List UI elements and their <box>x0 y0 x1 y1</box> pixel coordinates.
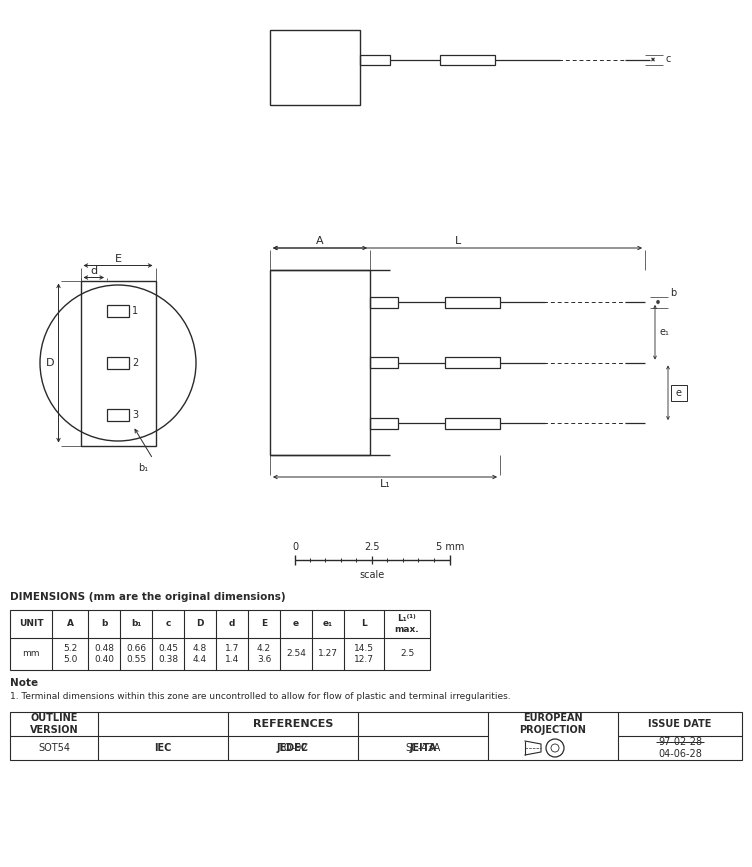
Text: 2.5: 2.5 <box>364 542 380 552</box>
Text: 97-02-28: 97-02-28 <box>658 737 702 747</box>
Bar <box>10 610 430 670</box>
Bar <box>107 409 129 421</box>
Text: L₁: L₁ <box>380 479 390 489</box>
Text: L₁⁽¹⁾
max.: L₁⁽¹⁾ max. <box>395 615 420 634</box>
Text: JEDEC: JEDEC <box>277 743 309 753</box>
Bar <box>107 357 129 369</box>
Text: 0.45
0.38: 0.45 0.38 <box>158 644 178 664</box>
Text: 4.8
4.4: 4.8 4.4 <box>193 644 207 664</box>
Text: e₁: e₁ <box>659 327 669 337</box>
Text: mm: mm <box>23 649 40 659</box>
Text: IEC: IEC <box>154 743 171 753</box>
Text: E: E <box>114 253 122 264</box>
Text: b₁: b₁ <box>131 620 141 629</box>
Text: D: D <box>196 620 204 629</box>
Text: 0.48
0.40: 0.48 0.40 <box>94 644 114 664</box>
Text: 5 mm: 5 mm <box>436 542 464 552</box>
Text: scale: scale <box>360 570 385 580</box>
Bar <box>370 297 398 308</box>
Bar <box>360 55 390 64</box>
Bar <box>10 712 742 760</box>
Bar <box>370 418 398 428</box>
Text: E: E <box>261 620 267 629</box>
Bar <box>107 305 129 317</box>
Bar <box>80 281 156 446</box>
Text: TO-92: TO-92 <box>278 743 308 753</box>
Bar <box>370 357 398 368</box>
Text: 1.27: 1.27 <box>318 649 338 659</box>
Text: 3: 3 <box>132 410 138 420</box>
Text: 5.2
5.0: 5.2 5.0 <box>63 644 77 664</box>
Text: Note: Note <box>10 678 38 688</box>
Text: JEITA: JEITA <box>409 743 437 753</box>
Text: EUROPEAN
PROJECTION: EUROPEAN PROJECTION <box>520 714 587 735</box>
Text: A: A <box>66 620 74 629</box>
Text: 1: 1 <box>132 306 138 316</box>
Text: 0: 0 <box>292 542 298 552</box>
Text: 04-06-28: 04-06-28 <box>658 749 702 759</box>
Bar <box>440 55 495 64</box>
Text: REFERENCES: REFERENCES <box>253 719 333 729</box>
Text: d: d <box>90 265 97 276</box>
Text: ISSUE DATE: ISSUE DATE <box>648 719 711 729</box>
Bar <box>445 297 500 308</box>
Text: c: c <box>165 620 171 629</box>
Text: b: b <box>670 288 676 298</box>
Text: e: e <box>293 620 299 629</box>
Bar <box>445 357 500 368</box>
Text: DIMENSIONS (mm are the original dimensions): DIMENSIONS (mm are the original dimensio… <box>10 592 286 602</box>
Text: 14.5
12.7: 14.5 12.7 <box>354 644 374 664</box>
Text: b₁: b₁ <box>138 463 148 473</box>
Text: 0.66
0.55: 0.66 0.55 <box>126 644 146 664</box>
Text: e₁: e₁ <box>323 620 333 629</box>
Text: 4.2
3.6: 4.2 3.6 <box>257 644 271 664</box>
Text: e: e <box>676 388 682 398</box>
Text: 2.5: 2.5 <box>400 649 414 659</box>
Bar <box>270 30 360 105</box>
Text: 1.7
1.4: 1.7 1.4 <box>225 644 239 664</box>
Text: 2.54: 2.54 <box>286 649 306 659</box>
Text: D: D <box>47 358 55 368</box>
Text: 1. Terminal dimensions within this zone are uncontrolled to allow for flow of pl: 1. Terminal dimensions within this zone … <box>10 692 511 701</box>
Text: A: A <box>316 236 324 246</box>
Text: OUTLINE
VERSION: OUTLINE VERSION <box>29 714 78 735</box>
Text: d: d <box>229 620 235 629</box>
Text: 2: 2 <box>132 358 138 368</box>
Text: UNIT: UNIT <box>19 620 44 629</box>
Text: SOT54: SOT54 <box>38 743 70 753</box>
Bar <box>671 385 687 401</box>
Text: L: L <box>361 620 367 629</box>
Text: SC-43A: SC-43A <box>405 743 441 753</box>
Bar <box>445 418 500 428</box>
Text: L: L <box>454 236 461 246</box>
Text: b: b <box>101 620 108 629</box>
Bar <box>270 270 370 455</box>
Text: c: c <box>665 55 670 64</box>
